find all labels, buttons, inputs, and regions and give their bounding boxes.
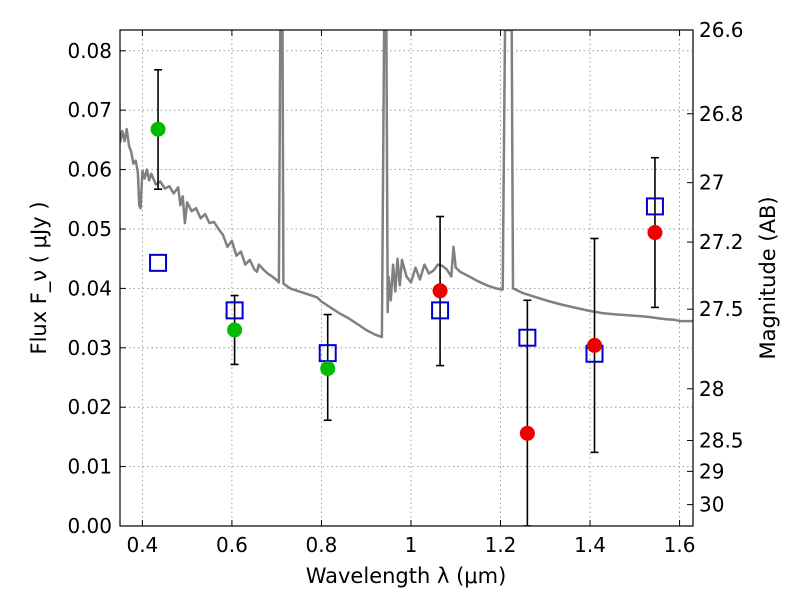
red-data-point bbox=[647, 225, 663, 241]
x-tick-label: 1 bbox=[405, 533, 418, 557]
x-tick-label: 0.4 bbox=[126, 533, 158, 557]
green-data-point bbox=[227, 322, 243, 338]
red-data-point bbox=[519, 425, 535, 441]
magnitude-tick-label: 28 bbox=[699, 377, 724, 401]
y-tick-label: 0.01 bbox=[67, 455, 112, 479]
magnitude-tick-label: 26.6 bbox=[699, 18, 744, 42]
x-axis-label: Wavelength λ (μm) bbox=[306, 564, 507, 588]
y-tick-label: 0.02 bbox=[67, 395, 112, 419]
model-photometry-square bbox=[225, 301, 244, 320]
axis-ticks: 0.4 0.6 0.8 1 1.2 1.4 1.6 0.00 0.01 0.02 0.03 0.04 0… bbox=[67, 18, 743, 557]
y-tick-label: 0.08 bbox=[67, 39, 112, 63]
y-tick-label: 0.03 bbox=[67, 336, 112, 360]
model-photometry-square bbox=[149, 253, 168, 272]
x-tick-label: 0.8 bbox=[306, 533, 338, 557]
sed-model-line bbox=[120, 30, 693, 339]
red-data-point bbox=[587, 337, 603, 353]
model-photometry-square bbox=[518, 328, 537, 347]
y-tick-label: 0.04 bbox=[67, 276, 112, 300]
green-data-point bbox=[320, 361, 336, 377]
plot-content bbox=[120, 30, 693, 526]
x-tick-label: 1.2 bbox=[485, 533, 517, 557]
y-axis-label: Flux F_ν ( μJy ) bbox=[27, 201, 52, 354]
magnitude-tick-label: 28.5 bbox=[699, 428, 744, 452]
magnitude-tick-label: 26.8 bbox=[699, 102, 744, 126]
grid-lines bbox=[120, 30, 693, 526]
right-axis-label: Magnitude (AB) bbox=[756, 196, 780, 359]
y-tick-label: 0.07 bbox=[67, 98, 112, 122]
y-tick-label: 0.00 bbox=[67, 514, 112, 538]
magnitude-tick-label: 27.5 bbox=[699, 297, 744, 321]
model-photometry-square bbox=[431, 301, 450, 320]
plot-area bbox=[120, 30, 693, 526]
magnitude-tick-label: 29 bbox=[699, 459, 724, 483]
x-tick-label: 1.4 bbox=[574, 533, 606, 557]
x-tick-label: 0.6 bbox=[216, 533, 248, 557]
magnitude-tick-label: 30 bbox=[699, 493, 724, 517]
plot-frame bbox=[119, 29, 694, 527]
model-photometry-square bbox=[645, 197, 664, 216]
x-tick-label: 1.6 bbox=[664, 533, 696, 557]
magnitude-tick-label: 27.2 bbox=[699, 230, 744, 254]
magnitude-tick-label: 27 bbox=[699, 171, 724, 195]
red-data-point bbox=[432, 283, 448, 299]
y-tick-label: 0.05 bbox=[67, 217, 112, 241]
green-data-point bbox=[150, 121, 166, 137]
y-tick-label: 0.06 bbox=[67, 158, 112, 182]
